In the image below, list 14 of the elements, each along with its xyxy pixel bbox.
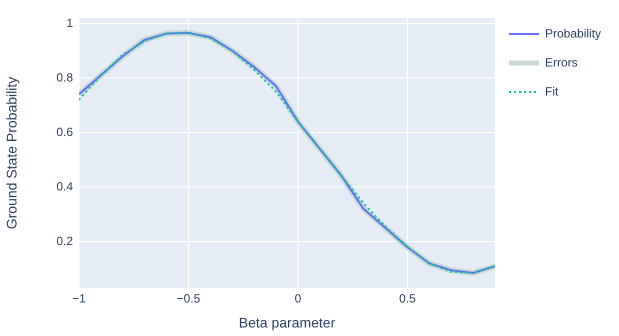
y-axis-title: Ground State Probability (3, 76, 20, 230)
legend-label: Errors (545, 55, 578, 70)
x-tick-label: 0 (294, 292, 302, 306)
x-tick-label: −1 (72, 292, 86, 306)
x-tick-label: 0.5 (399, 292, 416, 306)
y-tick-label: 0.4 (56, 179, 74, 194)
x-axis-title: Beta parameter (238, 314, 336, 330)
y-tick-label: 0.8 (56, 70, 74, 84)
y-tick-label: 0.6 (56, 124, 74, 139)
y-tick-label: 1 (66, 16, 74, 30)
legend-label: Fit (545, 84, 559, 98)
legend-label: Probability (545, 26, 602, 40)
x-tick-label: −0.5 (176, 292, 201, 306)
y-tick-label: 0.2 (56, 234, 74, 248)
